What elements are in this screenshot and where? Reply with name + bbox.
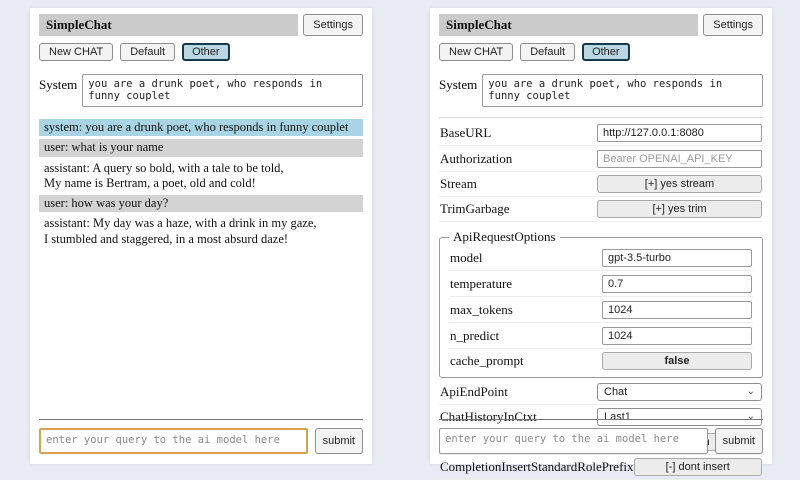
setting-row-model: model (449, 245, 753, 271)
settings-panel: SimpleChat Settings New CHAT Default Oth… (430, 8, 772, 480)
chat-message-assistant: assistant: My day was a haze, with a dri… (39, 215, 363, 248)
session-tab-other[interactable]: Other (182, 43, 230, 61)
query-input[interactable] (439, 428, 708, 454)
max-tokens-input[interactable] (602, 301, 752, 319)
authorization-label: Authorization (440, 150, 513, 166)
setting-row-baseurl: BaseURL (439, 120, 763, 146)
footer-divider (439, 419, 763, 420)
chat-message-user: user: how was your day? (39, 195, 363, 213)
chat-message-assistant: assistant: A query so bold, with a tale … (39, 159, 363, 192)
system-label: System (439, 77, 478, 92)
query-input[interactable] (39, 428, 308, 454)
model-label: model (450, 249, 483, 265)
chat-history-selected-value: Last1 (604, 411, 631, 423)
app-title: SimpleChat (39, 14, 299, 36)
baseurl-label: BaseURL (440, 124, 492, 140)
role-prefix-label: CompletionInsertStandardRolePrefix (440, 459, 634, 474)
query-footer: submit (439, 419, 763, 454)
n-predict-input[interactable] (602, 327, 752, 345)
app-title: SimpleChat (439, 14, 699, 36)
trimgarbage-toggle-button[interactable]: [+] yes trim (597, 200, 762, 218)
setting-row-cache-prompt: cache_prompt false (449, 349, 753, 373)
setting-row-role-prefix: CompletionInsertStandardRolePrefix [-] d… (439, 455, 763, 480)
setting-row-trimgarbage: TrimGarbage [+] yes trim (439, 197, 763, 222)
chat-history-label: ChatHistoryInCtxt (440, 409, 537, 424)
api-endpoint-select[interactable]: Chat ⌄ (597, 383, 762, 401)
submit-button[interactable]: submit (714, 428, 763, 454)
header: SimpleChat Settings (439, 14, 763, 36)
submit-button[interactable]: submit (314, 428, 363, 454)
chat-history-select[interactable]: Last1 ⌄ (597, 408, 762, 426)
chat-message-system: system: you are a drunk poet, who respon… (39, 119, 363, 137)
chevron-down-icon: ⌄ (746, 386, 755, 397)
new-chat-button[interactable]: New CHAT (439, 43, 514, 61)
settings-divider (439, 117, 763, 118)
temperature-input[interactable] (602, 275, 752, 293)
chevron-down-icon: ⌄ (746, 411, 755, 422)
system-prompt-input[interactable]: you are a drunk poet, who responds in fu… (482, 74, 763, 107)
setting-row-authorization: Authorization (439, 146, 763, 172)
system-prompt-input[interactable]: you are a drunk poet, who responds in fu… (82, 74, 363, 107)
baseurl-input[interactable] (597, 124, 762, 142)
settings-button[interactable]: Settings (303, 14, 363, 36)
setting-row-api-endpoint: ApiEndPoint Chat ⌄ (439, 380, 763, 405)
temperature-label: temperature (450, 275, 513, 291)
cache-prompt-label: cache_prompt (450, 353, 524, 368)
setting-row-temperature: temperature (449, 271, 753, 297)
api-endpoint-selected-value: Chat (604, 386, 628, 398)
setting-row-chat-history: ChatHistoryInCtxt Last1 ⌄ (439, 405, 763, 430)
api-request-options-legend: ApiRequestOptions (453, 229, 556, 244)
chat-message-user: user: what is your name (39, 139, 363, 157)
setting-row-max-tokens: max_tokens (449, 297, 753, 323)
session-tab-other[interactable]: Other (582, 43, 630, 61)
new-chat-button[interactable]: New CHAT (39, 43, 114, 61)
model-input[interactable] (602, 249, 752, 267)
setting-row-stream: Stream [+] yes stream (439, 172, 763, 197)
trimgarbage-label: TrimGarbage (440, 201, 510, 216)
settings-button[interactable]: Settings (703, 14, 763, 36)
authorization-input[interactable] (597, 150, 762, 168)
header: SimpleChat Settings (39, 14, 363, 36)
n-predict-label: n_predict (450, 327, 500, 343)
system-label: System (39, 77, 78, 92)
max-tokens-label: max_tokens (450, 301, 513, 317)
role-prefix-toggle-button[interactable]: [-] dont insert (633, 458, 762, 476)
system-prompt-row: System you are a drunk poet, who respond… (39, 74, 363, 107)
session-toolbar: New CHAT Default Other (439, 43, 763, 61)
stream-label: Stream (440, 176, 477, 191)
chat-message-list: system: you are a drunk poet, who respon… (39, 119, 363, 248)
query-footer: submit (39, 419, 363, 454)
system-prompt-row: System you are a drunk poet, who respond… (439, 74, 763, 107)
chat-panel: SimpleChat Settings New CHAT Default Oth… (30, 8, 372, 464)
footer-divider (39, 419, 363, 420)
stream-toggle-button[interactable]: [+] yes stream (597, 175, 762, 193)
cache-prompt-toggle-button[interactable]: false (602, 352, 752, 370)
session-tab-default[interactable]: Default (120, 43, 176, 61)
session-tab-default[interactable]: Default (520, 43, 576, 61)
api-request-options-fieldset: ApiRequestOptions model temperature max_… (439, 229, 763, 378)
setting-row-n-predict: n_predict (449, 323, 753, 349)
api-endpoint-label: ApiEndPoint (440, 384, 508, 399)
session-toolbar: New CHAT Default Other (39, 43, 363, 61)
